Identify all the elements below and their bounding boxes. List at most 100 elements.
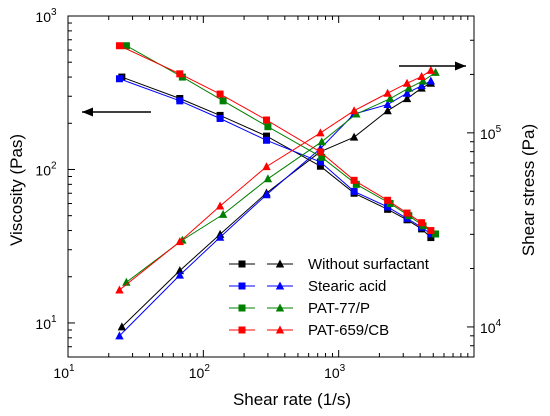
stress-line [119,69,432,291]
viscosity-point [216,90,224,98]
y-left-tick-label: 101 [35,314,57,332]
legend-entry: Without surfactant [229,256,430,273]
viscosity-point [263,136,271,144]
stress-line [126,71,436,283]
x-tick-label: 101 [53,363,75,381]
viscosity-point [418,219,426,227]
stress-point [263,174,273,183]
y-left-tick-label: 102 [35,160,57,178]
legend-label: PAT-659/CB [308,322,389,339]
plot-area [67,15,475,358]
legend-entry: Stearic acid [229,278,386,295]
right-axis-arrow [399,61,466,71]
stress-point [417,81,426,90]
legend-marker-square [238,326,246,334]
stress-point [215,201,225,210]
x-tick-label: 103 [324,363,346,381]
viscosity-line [119,45,432,231]
stress-point [426,76,436,85]
viscosity-point [384,196,392,204]
legend-marker-triangle [275,259,285,268]
y-left-axis-title: Viscosity (Pas) [7,134,26,246]
stress-point [218,209,228,218]
stress-point [117,322,127,331]
series-3 [115,42,436,294]
legend-marker-triangle [275,325,285,334]
y-left-tick-label: 103 [35,7,57,25]
x-tick-label: 102 [189,363,211,381]
y-right-tick-label: 104 [480,318,502,336]
stress-point [383,99,392,108]
stress-point [385,94,395,103]
legend-marker-triangle [275,303,285,312]
legend-marker-square [238,304,246,312]
y-right-axis-title: Shear stress (Pa) [519,124,538,256]
left-axis-arrow [82,107,151,117]
legend-label: Without surfactant [308,256,430,273]
plot-frame [67,15,475,358]
viscosity-point [176,70,184,78]
viscosity-point [263,132,271,140]
series-1 [115,75,436,340]
stress-point [175,266,184,275]
viscosity-point [432,230,440,238]
legend-marker-triangle [275,281,285,290]
stress-point [426,65,436,74]
viscosity-point [219,97,227,105]
viscosity-point [350,187,358,195]
stress-point [215,232,225,241]
viscosity-point [264,123,272,131]
legend-entry: PAT-77/P [229,300,370,317]
stress-point [317,137,326,146]
stress-point [349,132,359,141]
viscosity-point [216,114,224,122]
viscosity-line [119,78,432,235]
stress-point [262,162,271,171]
x-axis-title: Shear rate (1/s) [233,390,351,409]
stress-line [121,82,432,328]
stress-point [175,237,184,246]
stress-point [418,76,428,85]
stress-point [175,270,184,279]
stress-point [115,331,124,340]
y-right-tick-label: 105 [480,124,502,142]
axis-layer: 101 102 103 101 102 103 104 105 [35,7,501,381]
stress-line [119,80,432,337]
stress-point [122,277,131,286]
stress-point [262,190,271,199]
viscosity-point [318,153,326,161]
legend-marker-square [238,260,246,268]
stress-point [402,94,412,103]
viscosity-line [126,45,436,235]
stress-point [402,78,412,87]
stress-point [417,72,426,81]
viscosity-point [403,209,411,217]
stress-point [383,106,392,115]
viscosity-point [316,148,324,156]
viscosity-point [115,75,123,83]
viscosity-point [350,176,358,184]
viscosity-point [122,42,130,50]
legend: Without surfactant Stearic acid PAT-77/P PA… [229,256,430,339]
stress-point [404,83,414,92]
viscosity-point [115,42,123,50]
stress-point [349,106,359,115]
viscosity-point [176,97,184,105]
stress-point [402,88,412,97]
annotations [82,61,466,117]
series-layer [115,42,440,340]
viscosity-line [121,76,432,238]
viscosity-point [263,116,271,124]
legend-entry: PAT-659/CB [229,322,389,339]
stress-point [316,128,325,137]
viscosity-point [427,227,435,235]
viscosity-point [316,162,324,170]
stress-point [115,285,124,294]
viscosity-point [316,158,324,166]
legend-label: Stearic acid [308,278,386,295]
viscosity-point [427,234,435,242]
stress-point [431,67,440,76]
viscosity-point [352,180,360,188]
stress-point [383,88,392,97]
